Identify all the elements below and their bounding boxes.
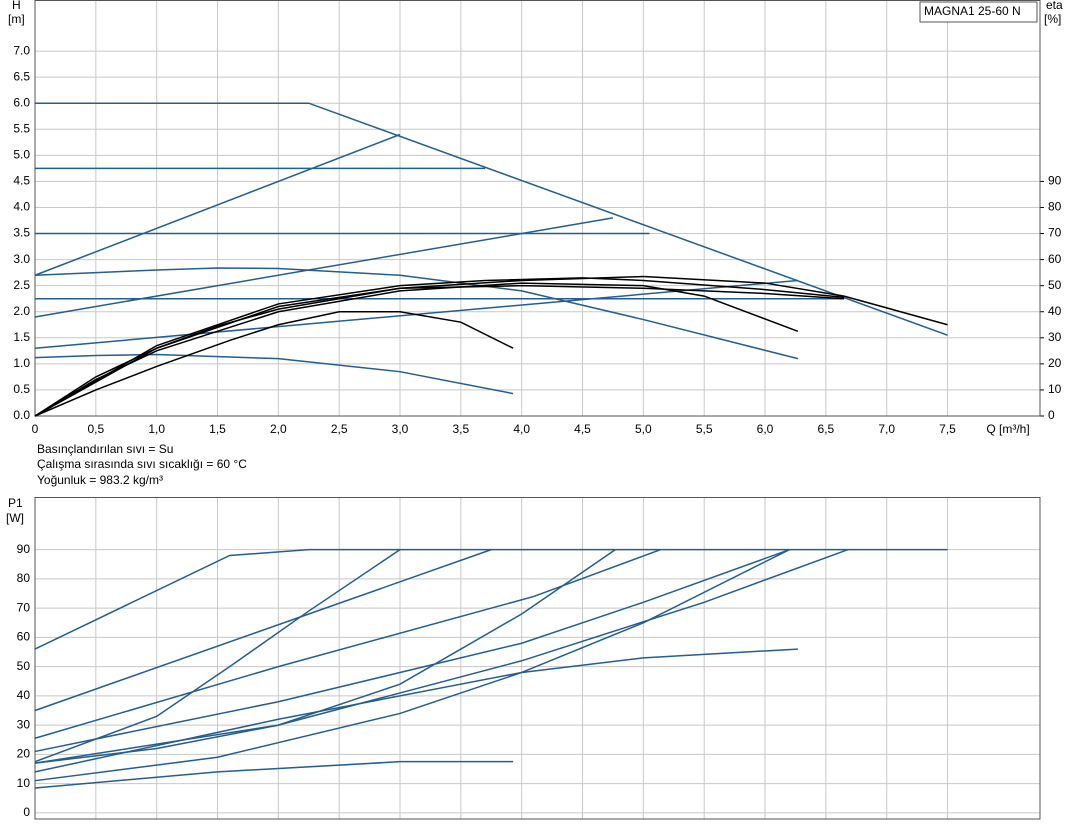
- curve: [34, 549, 616, 764]
- x-tick-label: 2,5: [331, 422, 348, 436]
- x-tick-label: 1,0: [148, 422, 165, 436]
- curve: [34, 267, 799, 360]
- y-tick-label: 5.5: [13, 121, 30, 135]
- curve: [34, 548, 492, 712]
- curve: [34, 760, 514, 789]
- y-tick-label: 3.0: [13, 252, 30, 266]
- y2-tick-label: 30: [1048, 330, 1062, 344]
- y-tick-label: 4.5: [13, 174, 30, 188]
- y-tick-label: 1.0: [13, 356, 30, 370]
- y2-tick-label: 10: [1048, 382, 1062, 396]
- y2-label: eta: [1046, 0, 1063, 12]
- y-tick-label: 90: [17, 542, 31, 556]
- y2-tick-label: 60: [1048, 252, 1062, 266]
- y-tick-label: 80: [17, 571, 31, 585]
- x-label: Q [m³/h]: [986, 422, 1029, 436]
- curve: [34, 548, 849, 764]
- y-label: P1: [8, 496, 23, 510]
- y2-tick-label: 70: [1048, 226, 1062, 240]
- y-tick-label: 10: [17, 776, 31, 790]
- curve: [34, 284, 845, 417]
- note: Basınçlandırılan sıvı = Su: [37, 442, 173, 456]
- y-tick-label: 40: [17, 688, 31, 702]
- y-label: H: [12, 0, 21, 12]
- curve: [34, 353, 514, 395]
- y-tick-label: 5.0: [13, 148, 30, 162]
- x-tick-label: 7,0: [878, 422, 895, 436]
- curve: [34, 548, 948, 650]
- y-tick-label: 6.0: [13, 95, 30, 109]
- y-tick-label: 0: [23, 805, 30, 819]
- label-box: [919, 1, 1038, 23]
- x-tick-label: 4,5: [574, 422, 591, 436]
- x-tick-label: 0: [32, 422, 39, 436]
- y-tick-label: 0.5: [13, 382, 30, 396]
- y-tick-label: 3.5: [13, 226, 30, 240]
- x-tick-label: 3,0: [392, 422, 409, 436]
- y-tick-label: 70: [17, 600, 31, 614]
- x-tick-label: 0,5: [87, 422, 104, 436]
- y2-tick-label: 90: [1048, 174, 1062, 188]
- y-tick-label: 20: [17, 747, 31, 761]
- y-tick-label: 1.5: [13, 330, 30, 344]
- x-tick-label: 3,5: [453, 422, 470, 436]
- curve: [34, 548, 661, 740]
- curve: [34, 133, 401, 276]
- x-tick-label: 4,0: [513, 422, 530, 436]
- y-unit: [m]: [8, 12, 25, 26]
- curve: [34, 217, 614, 318]
- y-tick-label: 7.0: [13, 43, 30, 57]
- plot-border: [34, 0, 1041, 417]
- x-tick-label: 6,0: [757, 422, 774, 436]
- x-tick-label: 5,5: [696, 422, 713, 436]
- x-tick-label: 1,5: [209, 422, 226, 436]
- y-unit: [W]: [6, 511, 24, 525]
- note: Yoğunluk = 983.2 kg/m³: [37, 473, 163, 487]
- y-tick-label: 60: [17, 630, 31, 644]
- note: Çalışma sırasında sıvı sıcaklığı = 60 °C: [37, 457, 247, 471]
- curve: [34, 548, 790, 782]
- curve: [34, 277, 845, 417]
- y2-tick-label: 40: [1048, 304, 1062, 318]
- curve: [34, 548, 790, 753]
- x-tick-label: 5,0: [635, 422, 652, 436]
- y2-tick-label: 0: [1048, 408, 1055, 422]
- x-tick-label: 6,5: [818, 422, 835, 436]
- annotation: MAGNA1 25-60 N: [924, 4, 1021, 18]
- y-tick-label: 4.0: [13, 200, 30, 214]
- y-tick-label: 30: [17, 717, 31, 731]
- curve: [34, 549, 401, 763]
- y-tick-label: 6.5: [13, 69, 30, 83]
- x-tick-label: 2,0: [270, 422, 287, 436]
- curve: [34, 310, 514, 417]
- y-tick-label: 0.0: [13, 408, 30, 422]
- curve: [35, 102, 948, 336]
- curve: [34, 648, 798, 773]
- y-tick-label: 50: [17, 659, 31, 673]
- plot-border: [34, 497, 1041, 820]
- y2-tick-label: 20: [1048, 356, 1062, 370]
- curve: [34, 282, 799, 417]
- x-tick-label: 7,5: [939, 422, 956, 436]
- y-tick-label: 2.0: [13, 304, 30, 318]
- y2-tick-label: 80: [1048, 200, 1062, 214]
- y2-unit: [%]: [1044, 12, 1061, 26]
- y-tick-label: 2.5: [13, 278, 30, 292]
- y2-tick-label: 50: [1048, 278, 1062, 292]
